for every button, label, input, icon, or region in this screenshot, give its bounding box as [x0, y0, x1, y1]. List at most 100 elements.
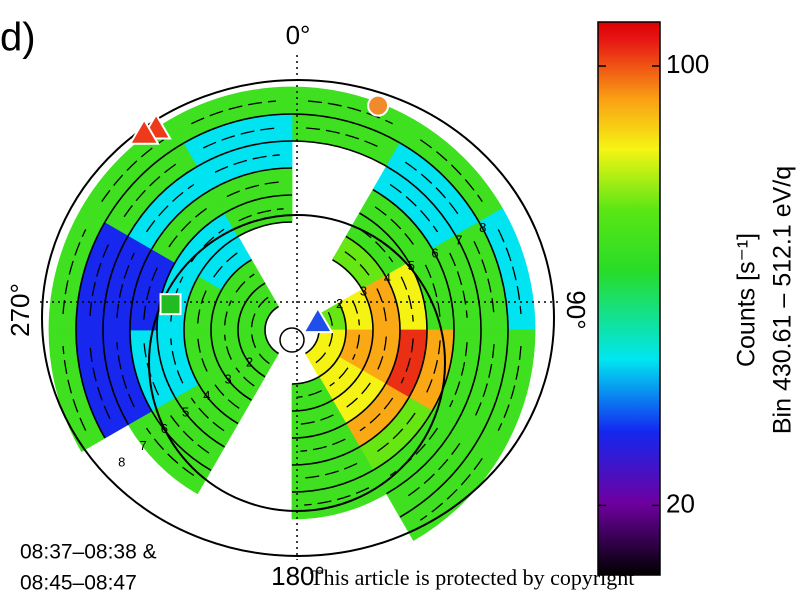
contour-dash: [168, 412, 210, 454]
contour-line: [291, 376, 320, 385]
contour-line: [183, 113, 293, 144]
radius-label: 8: [118, 454, 125, 469]
marker: [302, 306, 334, 334]
colorbar-subtitle: Bin 430.61 – 512.1 eV/q: [769, 166, 797, 434]
contour-line: [75, 329, 106, 439]
contour-dash: [352, 300, 360, 326]
colorbar: [597, 21, 661, 576]
contour-dash: [449, 342, 468, 408]
contour-dash: [226, 181, 282, 198]
contour-dash: [190, 397, 225, 432]
contour-line: [151, 410, 212, 471]
contour-dash: [62, 229, 87, 315]
contour-dash: [250, 332, 257, 349]
contour-dash: [298, 414, 334, 425]
contour-dash: [376, 288, 387, 324]
contour-dash: [300, 438, 346, 452]
contour-line: [431, 329, 455, 412]
contour-line: [151, 189, 212, 250]
contour-line: [386, 424, 457, 495]
contour-line: [291, 113, 401, 144]
contour-line: [372, 410, 433, 471]
center-hole: [279, 327, 305, 353]
contour-line: [332, 370, 363, 401]
contour-dash: [62, 345, 87, 431]
contour-dash: [400, 276, 414, 322]
contour-line: [291, 399, 333, 412]
contour-dash: [404, 442, 461, 499]
contour-line: [210, 289, 223, 331]
contour-dash: [374, 206, 416, 248]
contour-line: [221, 370, 252, 401]
contour-line: [361, 329, 374, 371]
radius-label: 5: [408, 258, 415, 273]
contour-dash: [304, 487, 370, 506]
contour-line: [384, 329, 401, 385]
outer-circle: [41, 79, 555, 557]
contour-dash: [213, 382, 240, 409]
contour-line: [104, 142, 185, 223]
radius-label: 7: [455, 233, 462, 248]
contour-dash: [190, 228, 225, 263]
contour-line: [197, 235, 239, 277]
contour-line: [478, 329, 509, 439]
contour-line: [386, 165, 457, 236]
radius-label: 3: [360, 283, 367, 298]
contour-line: [408, 329, 428, 398]
contour-line: [345, 235, 387, 277]
contour-dash: [352, 334, 360, 360]
contour-line: [267, 305, 279, 317]
contour-line: [318, 356, 340, 378]
contour-dash: [89, 344, 111, 420]
contour-dash: [449, 252, 468, 318]
contour-dash: [473, 344, 495, 420]
contour-line: [431, 248, 455, 331]
contour-line: [264, 329, 270, 344]
contour-line: [361, 289, 374, 331]
contour-dash: [314, 352, 327, 365]
contour-dash: [197, 288, 208, 324]
contour-line: [338, 302, 347, 331]
contour-dash: [238, 208, 284, 222]
contour-line: [291, 469, 374, 493]
panel-label: d): [0, 16, 36, 60]
contour-dash: [344, 382, 371, 409]
contour-dash: [344, 251, 371, 278]
radius-label: 2: [336, 296, 343, 311]
contour-dash: [235, 367, 255, 387]
contour-dash: [257, 352, 270, 365]
contour-dash: [424, 340, 441, 396]
contour-line: [102, 329, 130, 425]
radius-label: 7: [139, 438, 146, 453]
radius-label: 3: [225, 371, 232, 386]
angle-label: 270°: [5, 283, 35, 337]
contour-line: [127, 165, 198, 236]
contour-line: [210, 329, 223, 371]
contour-line: [399, 142, 480, 223]
contour-dash: [224, 300, 232, 326]
contour-dash: [419, 139, 483, 203]
contour-dash: [307, 100, 393, 125]
contour-dash: [145, 183, 195, 233]
contour-dash: [389, 183, 439, 233]
marker: [159, 293, 182, 316]
contour-dash: [400, 338, 414, 384]
colorbar-tick-label: 20: [666, 488, 695, 518]
contour-dash: [250, 311, 257, 328]
contour-line: [384, 275, 401, 331]
contour-line: [129, 329, 153, 412]
marker: [367, 94, 390, 117]
contour-line: [291, 422, 347, 439]
contour-line: [237, 302, 246, 331]
contour-dash: [213, 251, 240, 278]
contour-line: [359, 212, 410, 263]
contour-line: [183, 329, 200, 385]
colorbar-title: Counts [s⁻¹]: [733, 233, 761, 367]
contour-dash: [497, 345, 522, 431]
angle-label: 0°: [286, 20, 311, 50]
contour-line: [102, 235, 130, 331]
contour-line: [237, 329, 246, 358]
contour-line: [224, 194, 293, 214]
